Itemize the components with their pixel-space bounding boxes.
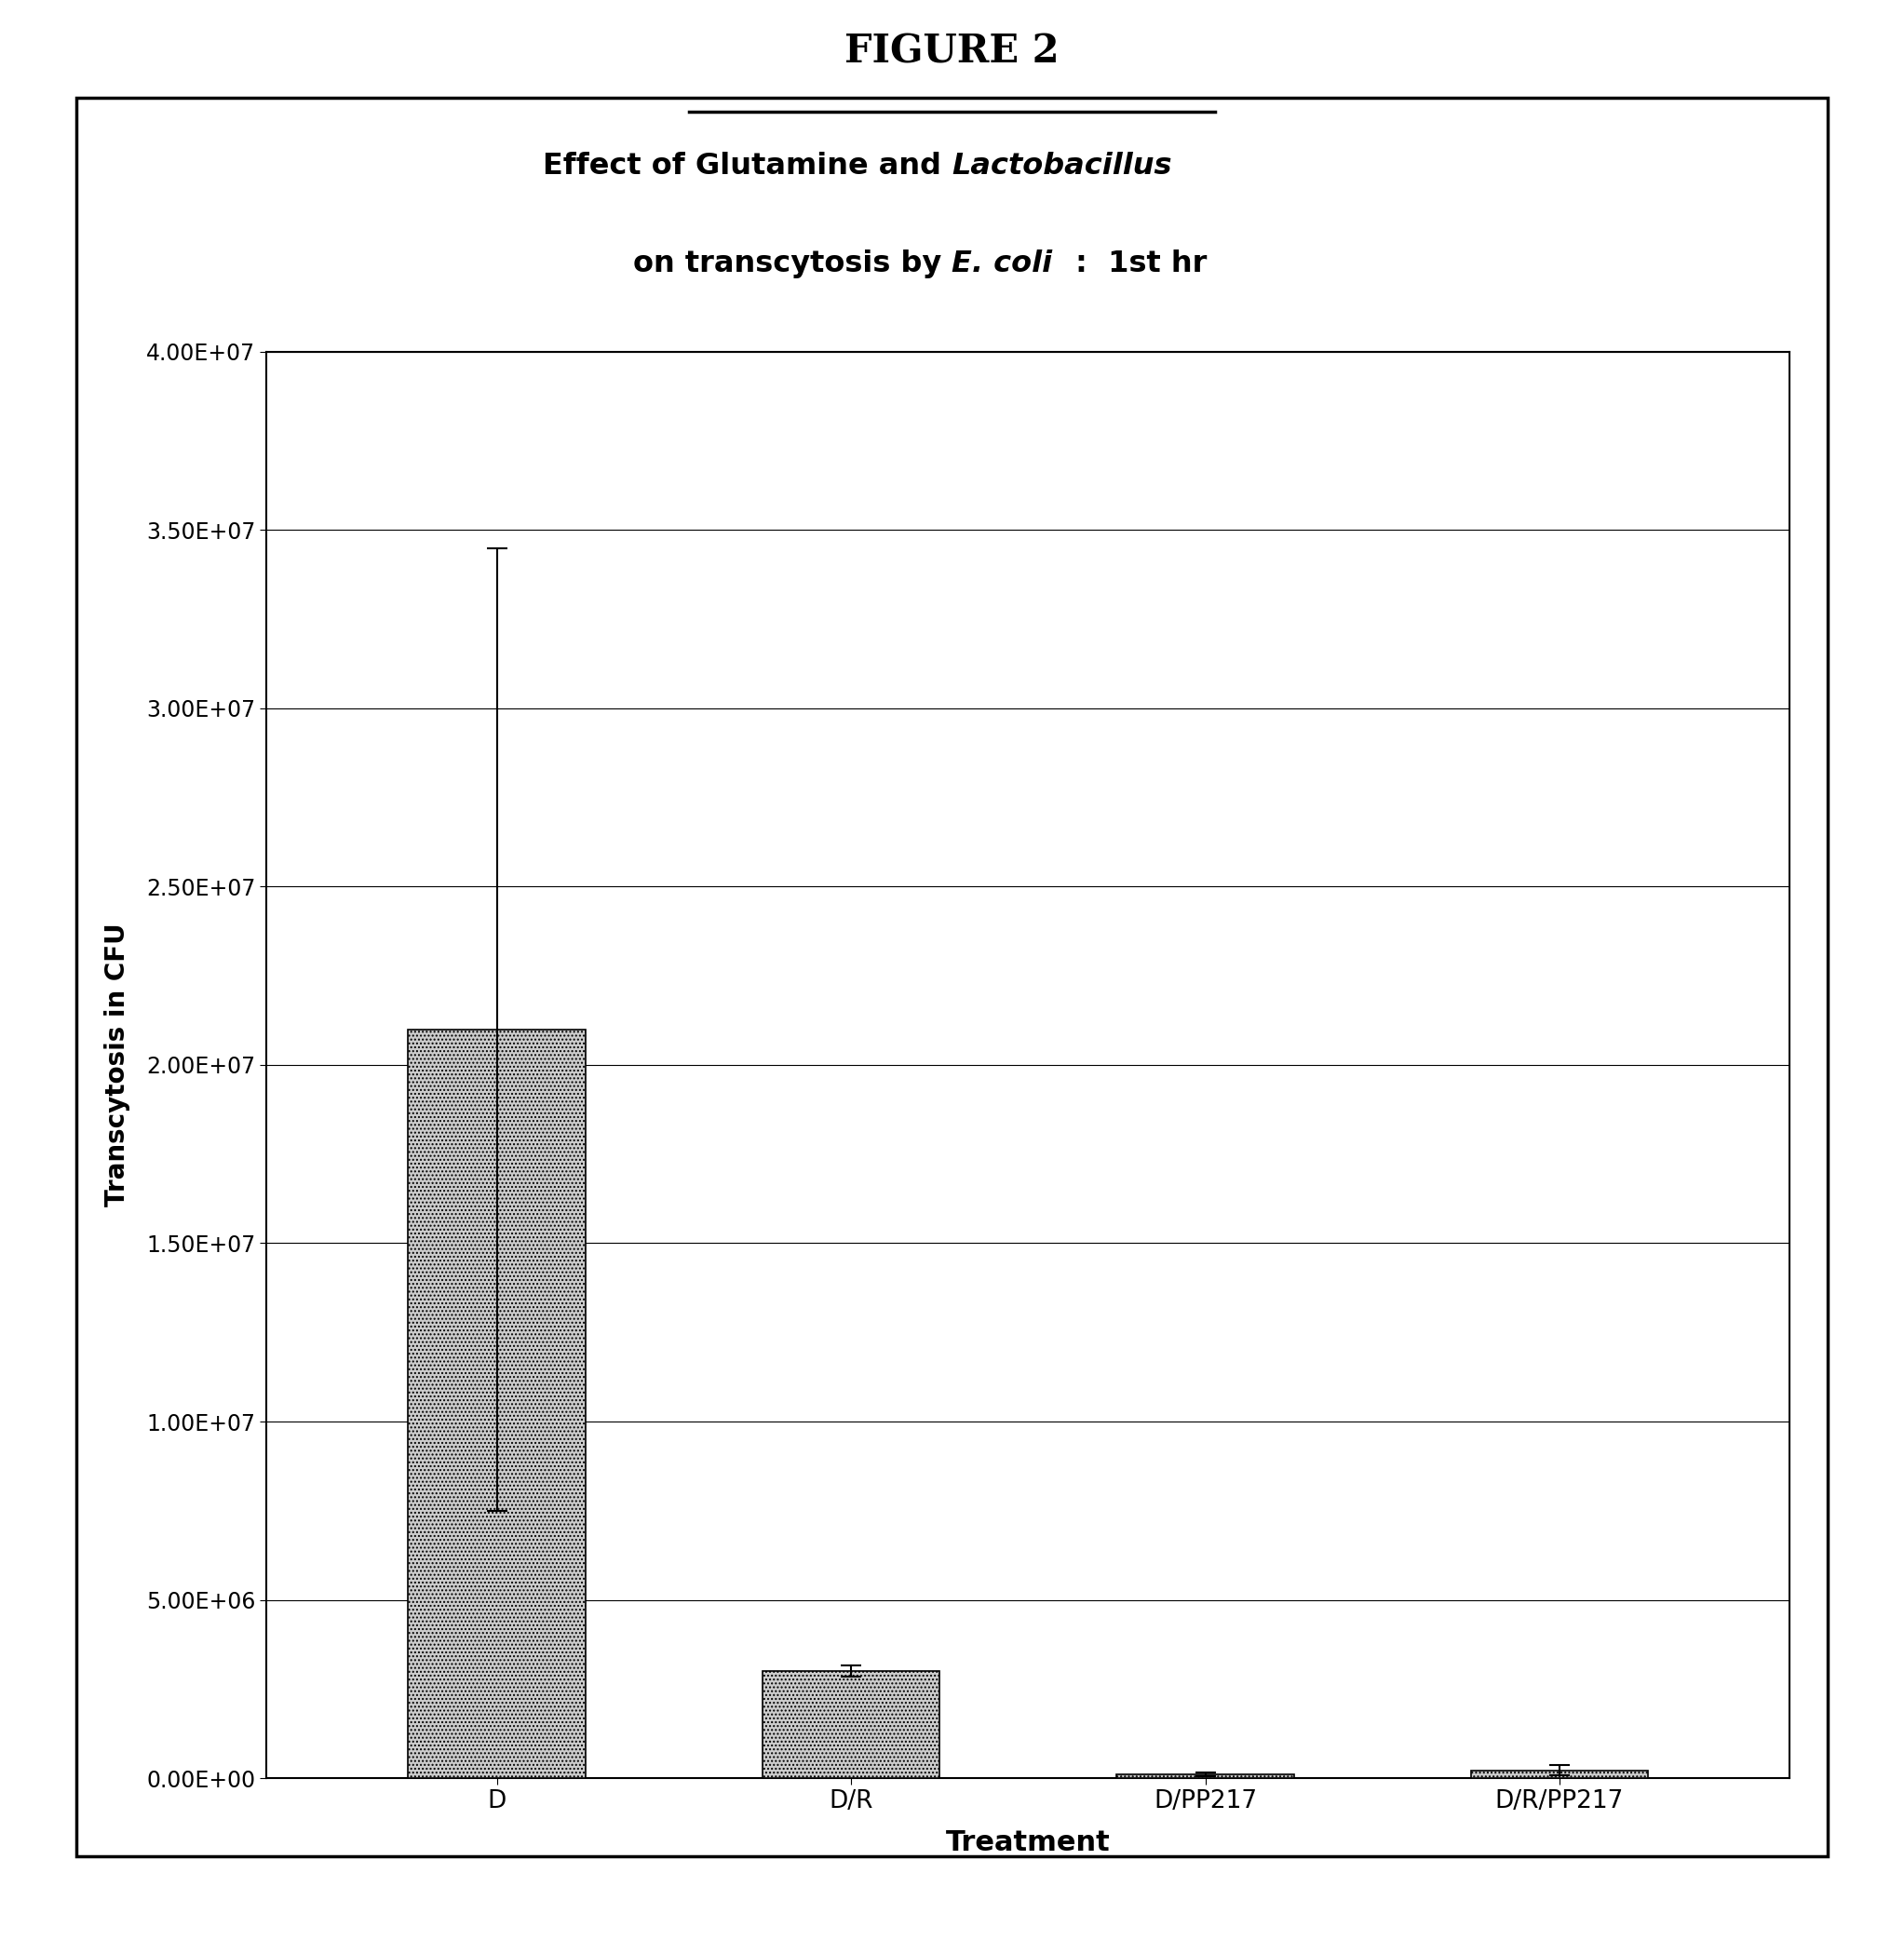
Text: Effect of Glutamine and: Effect of Glutamine and xyxy=(543,152,952,180)
Text: FIGURE 2: FIGURE 2 xyxy=(845,33,1059,72)
Y-axis label: Transcytosis in CFU: Transcytosis in CFU xyxy=(105,922,131,1208)
Text: on transcytosis by: on transcytosis by xyxy=(634,250,952,277)
Bar xyxy=(1118,1774,1295,1778)
Bar xyxy=(762,1671,939,1778)
Text: E. coli: E. coli xyxy=(952,250,1053,277)
Bar xyxy=(407,1030,585,1778)
Text: Lactobacillus: Lactobacillus xyxy=(952,152,1173,180)
Bar xyxy=(1472,1770,1649,1778)
Text: :  1st hr: : 1st hr xyxy=(1076,250,1207,277)
X-axis label: Treatment: Treatment xyxy=(946,1829,1110,1856)
